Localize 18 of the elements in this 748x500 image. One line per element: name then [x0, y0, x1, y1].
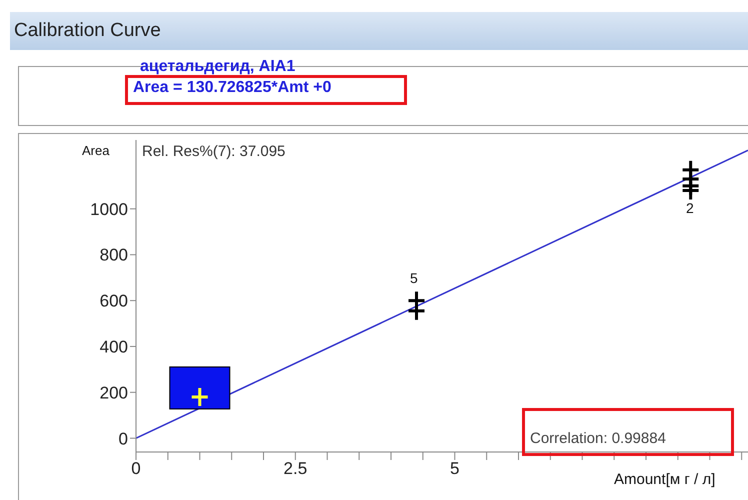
y-tick-label: 0 [118, 429, 128, 448]
text: Area = 130.726825*Amt +0 [133, 79, 332, 97]
y-tick-label: 600 [100, 292, 128, 311]
chart-title: Calibration Curve [14, 20, 161, 42]
y-tick-label: 200 [100, 383, 128, 402]
annotation: 2 [686, 200, 694, 216]
annotation: Correlation: 0.99884 [530, 430, 666, 447]
y-tick-label: 1000 [90, 200, 128, 219]
x-tick-label: 0 [131, 459, 141, 478]
y-axis-title: Area [82, 143, 110, 158]
annotation: 5 [410, 270, 418, 286]
x-tick-label: 5 [450, 459, 460, 478]
annotation: Rel. Res%(7): 37.095 [142, 143, 286, 160]
x-tick-label: 2.5 [284, 459, 308, 478]
x-axis-title: Amount[м г / л] [612, 471, 718, 488]
y-tick-label: 800 [100, 246, 128, 265]
y-tick-label: 400 [100, 338, 128, 357]
chart-subtitle: ацетальдегид, AIA1 [140, 58, 296, 76]
